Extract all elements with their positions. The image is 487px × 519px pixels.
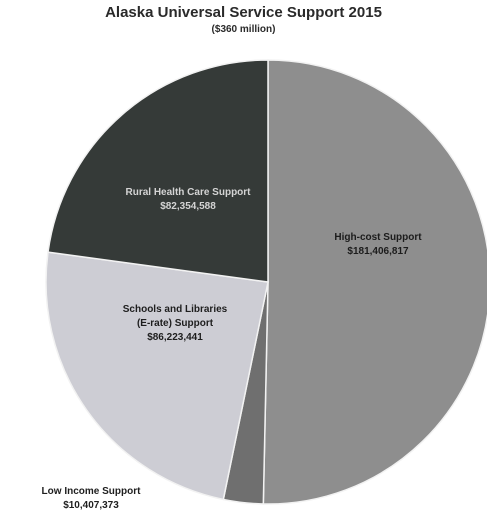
pie-slice-schools-libraries: [45, 251, 269, 501]
chart-subtitle: ($360 million): [211, 24, 276, 35]
slice-label-schools-libraries: Schools and Libraries (E-rate) Support $86…: [123, 304, 228, 343]
slice-label-line: Rural Health Care Support: [125, 187, 251, 198]
low-income-label-value: $10,407,373: [63, 500, 119, 511]
slice-label-line: $86,223,441: [147, 332, 203, 343]
pie-slice-rural-health-care: [47, 59, 269, 283]
slice-label-high-cost: High-cost Support $181,406,817: [334, 232, 422, 257]
slice-label-rural-health-care: Rural Health Care Support $82,354,588: [125, 187, 251, 212]
slice-label-line: (E-rate) Support: [137, 318, 214, 329]
low-income-label: Low Income Support $10,407,373: [6, 485, 176, 513]
slice-label-line: High-cost Support: [334, 232, 422, 243]
low-income-label-name: Low Income Support: [41, 486, 141, 497]
slice-label-line: Schools and Libraries: [123, 304, 228, 315]
slice-label-line: $82,354,588: [160, 201, 216, 212]
pie-slice-high-cost: [262, 59, 487, 505]
chart-title: Alaska Universal Service Support 2015: [105, 4, 382, 21]
slice-label-line: $181,406,817: [347, 246, 409, 257]
